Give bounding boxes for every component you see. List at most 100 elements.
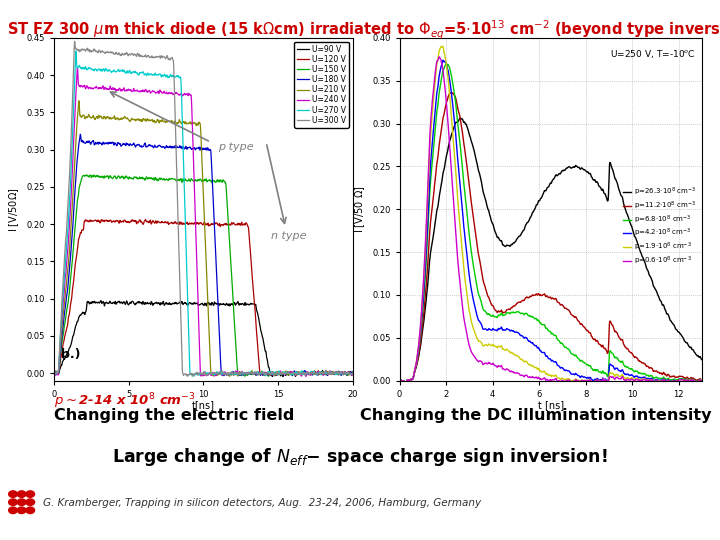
p=26.3$\cdot$10$^8$ cm$^{-3}$: [543, 185, 552, 191]
p=26.3$\cdot$10$^8$ cm$^{-3}$: [395, 377, 404, 383]
p=1.9$\cdot$10$^8$ cm$^{-3}$: [589, 380, 598, 386]
U=210 V: [195, 120, 204, 126]
U=150 V: [285, 370, 294, 377]
p=1.9$\cdot$10$^8$ cm$^{-3}$: [698, 379, 706, 385]
p=1.9$\cdot$10$^8$ cm$^{-3}$: [634, 376, 642, 382]
p=1.9$\cdot$10$^8$ cm$^{-3}$: [534, 366, 543, 372]
U=270 V: [72, 48, 81, 55]
U=210 V: [340, 371, 348, 377]
U=210 V: [187, 120, 196, 126]
Line: U=240 V: U=240 V: [54, 68, 353, 376]
U=240 V: [65, 225, 73, 231]
p=0.6$\cdot$10$^8$ cm$^{-3}$: [689, 377, 698, 383]
U=240 V: [50, 368, 58, 375]
p=26.3$\cdot$10$^8$ cm$^{-3}$: [411, 367, 420, 373]
U=240 V: [340, 369, 348, 375]
U=120 V: [187, 220, 196, 227]
U=120 V: [340, 370, 348, 376]
U=270 V: [188, 373, 197, 380]
p=1.9$\cdot$10$^8$ cm$^{-3}$: [410, 366, 419, 372]
p=0.6$\cdot$10$^8$ cm$^{-3}$: [589, 380, 598, 386]
Legend: p=26.3$\cdot$10$^8$ cm$^{-3}$, p=11.2$\cdot$10$^8$ cm$^{-3}$, p=6.8$\cdot$10$^8$: p=26.3$\cdot$10$^8$ cm$^{-3}$, p=11.2$\c…: [621, 183, 698, 269]
U=210 V: [225, 373, 234, 380]
p=0.6$\cdot$10$^8$ cm$^{-3}$: [542, 376, 551, 382]
p=11.2$\cdot$10$^8$ cm$^{-3}$: [543, 293, 552, 299]
U=300 V: [183, 373, 192, 380]
U=150 V: [340, 369, 348, 375]
Text: Large change of $\mathbf{\mathit{N}}_{\mathbf{\mathit{eff}}}$$\mathbf{-}$ space : Large change of $\mathbf{\mathit{N}}_{\m…: [112, 446, 608, 468]
Text: ST FZ 300 $\mu$m thick diode (15 k$\Omega$cm) irradiated to $\Phi_{eq}$=5$\cdot$: ST FZ 300 $\mu$m thick diode (15 k$\Omeg…: [7, 19, 720, 42]
U=90 V: [96, 298, 105, 304]
U=240 V: [340, 369, 348, 375]
p=26.3$\cdot$10$^8$ cm$^{-3}$: [689, 347, 698, 354]
U=300 V: [348, 372, 357, 378]
Text: Changing the electric field: Changing the electric field: [54, 408, 294, 423]
Line: U=270 V: U=270 V: [54, 51, 353, 376]
p=0.6$\cdot$10$^8$ cm$^{-3}$: [395, 377, 404, 383]
p=6.8$\cdot$10$^8$ cm$^{-3}$: [634, 369, 642, 376]
U=180 V: [50, 371, 58, 377]
U=120 V: [65, 311, 73, 318]
U=240 V: [285, 370, 294, 377]
U=120 V: [195, 220, 204, 226]
U=300 V: [50, 372, 58, 379]
p=1.9$\cdot$10$^8$ cm$^{-3}$: [438, 43, 447, 49]
Line: p=6.8$\cdot$10$^8$ cm$^{-3}$: p=6.8$\cdot$10$^8$ cm$^{-3}$: [400, 64, 702, 382]
Line: U=90 V: U=90 V: [54, 301, 353, 376]
p=0.6$\cdot$10$^8$ cm$^{-3}$: [689, 377, 698, 383]
U=270 V: [285, 370, 294, 377]
U=210 V: [285, 370, 294, 376]
p=1.9$\cdot$10$^8$ cm$^{-3}$: [542, 370, 551, 377]
U=270 V: [65, 204, 73, 210]
p=26.3$\cdot$10$^8$ cm$^{-3}$: [535, 198, 544, 204]
p=4.2$\cdot$10$^8$ cm$^{-3}$: [438, 57, 447, 64]
Line: U=150 V: U=150 V: [54, 175, 353, 376]
U=180 V: [340, 369, 348, 376]
U=270 V: [195, 372, 204, 378]
U=180 V: [285, 370, 294, 377]
Y-axis label: I [V/50 $\Omega$]: I [V/50 $\Omega$]: [353, 185, 366, 233]
p=4.2$\cdot$10$^8$ cm$^{-3}$: [634, 374, 642, 380]
p=0.6$\cdot$10$^8$ cm$^{-3}$: [435, 53, 444, 60]
p=1.9$\cdot$10$^8$ cm$^{-3}$: [689, 377, 698, 383]
U=180 V: [187, 146, 196, 153]
Line: p=0.6$\cdot$10$^8$ cm$^{-3}$: p=0.6$\cdot$10$^8$ cm$^{-3}$: [400, 57, 702, 383]
U=90 V: [348, 369, 357, 375]
p=6.8$\cdot$10$^8$ cm$^{-3}$: [411, 366, 420, 372]
Line: p=1.9$\cdot$10$^8$ cm$^{-3}$: p=1.9$\cdot$10$^8$ cm$^{-3}$: [400, 46, 702, 383]
p=6.8$\cdot$10$^8$ cm$^{-3}$: [401, 379, 410, 386]
U=120 V: [264, 372, 273, 379]
p=26.3$\cdot$10$^8$ cm$^{-3}$: [401, 379, 410, 386]
X-axis label: t [ns]: t [ns]: [538, 400, 564, 410]
p=11.2$\cdot$10$^8$ cm$^{-3}$: [447, 89, 456, 96]
U=300 V: [340, 369, 348, 376]
p=0.6$\cdot$10$^8$ cm$^{-3}$: [634, 377, 642, 383]
p=6.8$\cdot$10$^8$ cm$^{-3}$: [543, 325, 552, 332]
U=120 V: [348, 372, 357, 378]
U=150 V: [340, 369, 348, 375]
U=120 V: [340, 370, 348, 377]
U=240 V: [187, 98, 196, 104]
U=90 V: [50, 369, 58, 376]
p=4.2$\cdot$10$^8$ cm$^{-3}$: [411, 366, 420, 372]
p=6.8$\cdot$10$^8$ cm$^{-3}$: [689, 376, 698, 383]
U=210 V: [65, 250, 73, 256]
Text: n type: n type: [271, 231, 306, 241]
p=4.2$\cdot$10$^8$ cm$^{-3}$: [689, 377, 698, 383]
p=11.2$\cdot$10$^8$ cm$^{-3}$: [689, 375, 698, 381]
U=180 V: [220, 373, 228, 379]
U=300 V: [340, 369, 348, 376]
p=26.3$\cdot$10$^8$ cm$^{-3}$: [634, 242, 642, 248]
U=210 V: [348, 370, 357, 376]
Text: U=250 V, T=-10$^o$C: U=250 V, T=-10$^o$C: [610, 48, 696, 60]
Legend: U=90 V, U=120 V, U=150 V, U=180 V, U=210 V, U=240 V, U=270 V, U=300 V: U=90 V, U=120 V, U=150 V, U=180 V, U=210…: [294, 42, 349, 128]
p=1.9$\cdot$10$^8$ cm$^{-3}$: [395, 377, 404, 383]
U=120 V: [50, 370, 58, 377]
p=26.3$\cdot$10$^8$ cm$^{-3}$: [456, 115, 465, 122]
p=4.2$\cdot$10$^8$ cm$^{-3}$: [401, 379, 410, 386]
U=180 V: [65, 269, 73, 275]
U=90 V: [195, 302, 204, 308]
U=90 V: [340, 370, 348, 377]
U=180 V: [76, 131, 85, 138]
p=11.2$\cdot$10$^8$ cm$^{-3}$: [395, 377, 404, 383]
